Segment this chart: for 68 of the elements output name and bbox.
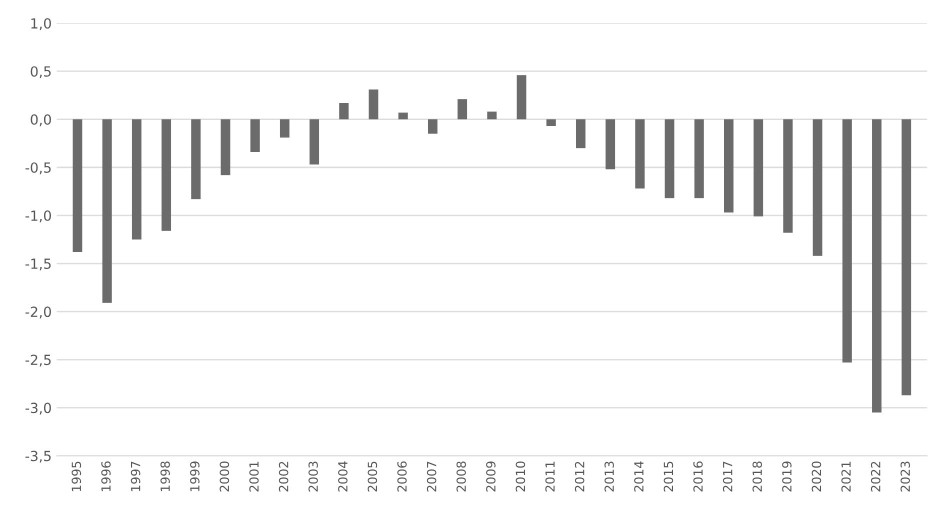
x-tick-label: 2004: [338, 461, 348, 492]
bar: [842, 119, 852, 363]
x-tick-label: 2005: [368, 462, 378, 492]
x-tick-label: 2006: [397, 461, 407, 492]
bar: [368, 90, 378, 120]
x-tick-label: 2001: [249, 462, 259, 492]
y-tick-label: -3,0: [25, 402, 51, 415]
y-tick-label: 1,0: [31, 18, 51, 30]
bar: [398, 112, 408, 120]
bar: [339, 102, 349, 120]
x-tick-label: 2020: [812, 461, 822, 492]
y-tick-label: -1,0: [25, 210, 51, 222]
bar: [694, 119, 704, 198]
x-tick-label: 2009: [486, 462, 496, 492]
x-tick-label: 1996: [101, 461, 111, 492]
bar: [72, 119, 82, 252]
bar: [516, 75, 526, 120]
x-tick-label: 2015: [664, 462, 674, 492]
bar: [132, 119, 142, 240]
x-tick-label: 2014: [634, 461, 644, 492]
x-tick-label: 2000: [220, 461, 230, 492]
bar: [872, 119, 882, 413]
x-tick-label: 2011: [545, 462, 555, 492]
x-tick-label: 2002: [278, 462, 288, 492]
bar: [902, 119, 912, 396]
x-tick-label: 2022: [870, 462, 880, 492]
x-tick-label: 2010: [516, 461, 526, 492]
bar: [102, 119, 112, 303]
bar: [220, 119, 230, 176]
x-tick-label: 1999: [190, 462, 200, 492]
y-tick-label: 0,0: [30, 114, 51, 126]
bar: [428, 119, 438, 134]
x-tick-label: 1997: [130, 462, 140, 492]
x-tick-label: 1998: [160, 461, 170, 492]
bar: [754, 119, 764, 216]
bar: [280, 119, 290, 138]
y-tick-label: -1,5: [25, 258, 51, 270]
bar: [310, 119, 320, 164]
bar: [635, 119, 645, 189]
bar: [812, 119, 822, 256]
bar: [783, 119, 793, 233]
bar: [487, 112, 497, 120]
bar: [664, 119, 674, 198]
y-tick-label: -0,5: [25, 162, 51, 174]
x-tick-label: 2013: [604, 462, 614, 492]
bar: [191, 119, 201, 200]
y-tick-label: -2,0: [25, 306, 51, 318]
x-tick-label: 2017: [722, 462, 732, 492]
x-tick-label: 1995: [72, 462, 82, 492]
x-tick-label: 2003: [308, 462, 318, 492]
x-tick-label: 2016: [693, 461, 703, 492]
bar: [458, 99, 468, 120]
bar: [546, 119, 556, 126]
x-tick-label: 2008: [456, 461, 466, 492]
x-tick-label: 2007: [426, 462, 436, 492]
y-tick-label: 0,5: [30, 66, 51, 78]
bar: [250, 119, 260, 152]
bar: [576, 119, 586, 148]
x-tick-label: 2019: [782, 462, 792, 492]
x-tick-label: 2021: [841, 462, 851, 492]
bar: [724, 119, 734, 213]
bar: [162, 119, 172, 231]
bar: [606, 119, 616, 170]
y-tick-label: -3,5: [25, 450, 51, 463]
x-tick-label: 2018: [752, 461, 762, 492]
y-tick-label: -2,5: [25, 354, 51, 367]
x-tick-label: 2023: [900, 462, 910, 492]
x-tick-label: 2012: [574, 462, 584, 492]
